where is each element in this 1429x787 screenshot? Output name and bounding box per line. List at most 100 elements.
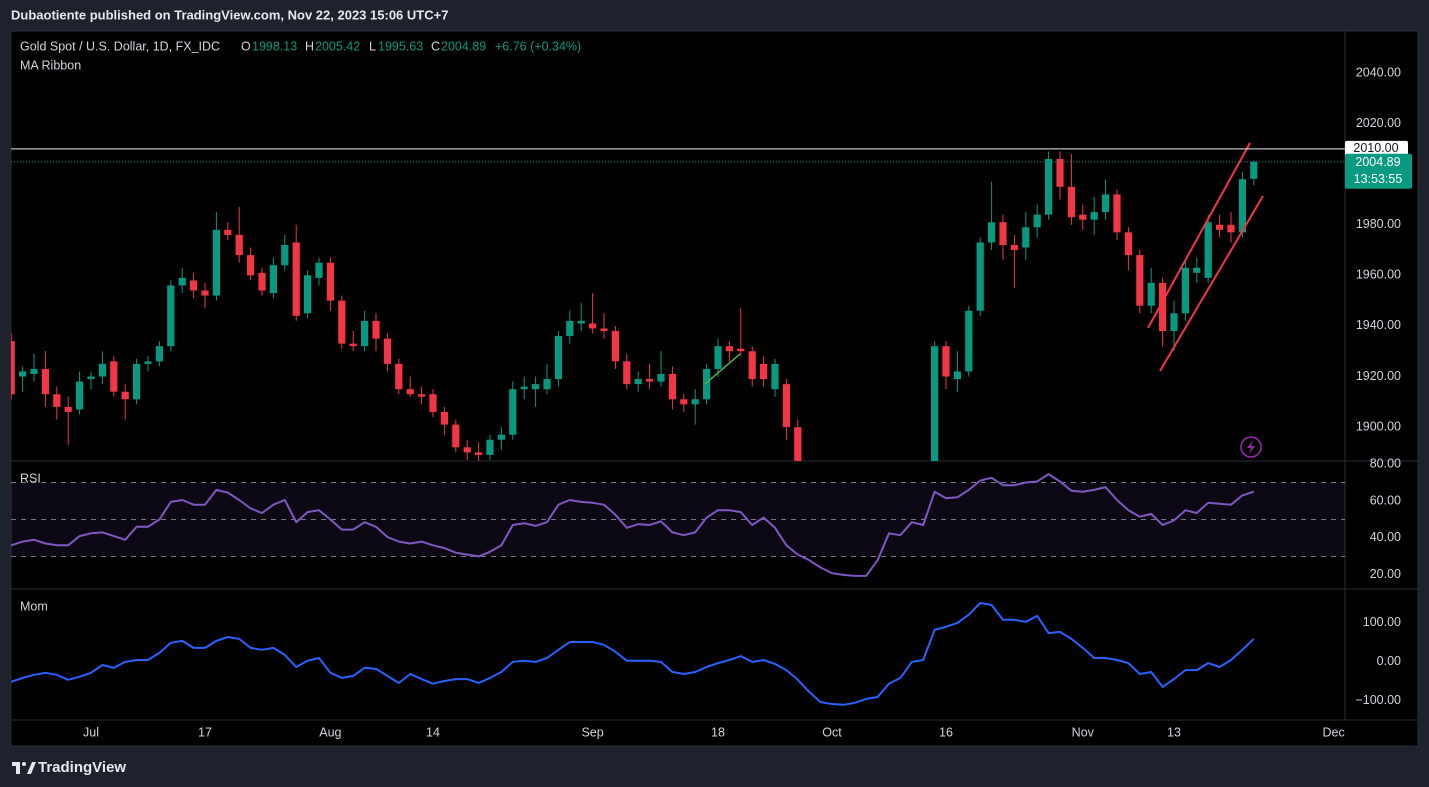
candle-body xyxy=(1170,313,1178,331)
candle-body xyxy=(703,368,711,400)
candle-body xyxy=(235,234,243,256)
trend-line xyxy=(704,353,741,385)
legend-label: O xyxy=(241,39,251,53)
candle-body xyxy=(178,277,186,286)
alert-bolt[interactable] xyxy=(1247,440,1255,454)
candle-body xyxy=(497,434,505,440)
x-tick-label: Nov xyxy=(1072,725,1095,739)
y-tick-label: 1960.00 xyxy=(1356,268,1401,282)
candle-body xyxy=(76,381,84,410)
indicator-name[interactable]: RSI xyxy=(20,471,41,485)
candle-body xyxy=(98,363,106,377)
candle-body xyxy=(760,363,768,380)
candle-body xyxy=(452,424,460,448)
price-label-box xyxy=(1345,153,1412,189)
candle-body xyxy=(589,323,597,329)
candle-body xyxy=(611,330,619,362)
candle-body xyxy=(406,389,414,395)
candle-body xyxy=(30,368,38,374)
candle-body xyxy=(953,371,961,380)
candle-body xyxy=(1193,267,1201,273)
last-price-label: 2004.89 xyxy=(1355,155,1400,169)
legend-value: 1998.13 xyxy=(252,39,297,53)
candle-body xyxy=(1216,224,1224,230)
y-tick-label: 2040.00 xyxy=(1356,65,1401,79)
candle-body xyxy=(782,384,790,428)
candle-body xyxy=(383,338,391,364)
candle-body xyxy=(1204,222,1212,278)
candle-body xyxy=(429,394,437,412)
candle-body xyxy=(326,262,334,301)
indicator-line xyxy=(11,602,1255,706)
candle-body xyxy=(680,399,688,405)
candle-body xyxy=(554,336,562,380)
candle-body xyxy=(361,320,369,347)
candle-body xyxy=(258,272,266,291)
candle-body xyxy=(53,394,61,407)
y-tick-label: −100.00 xyxy=(1355,693,1401,707)
alert-circle[interactable] xyxy=(1240,436,1262,458)
candle-body xyxy=(1113,194,1121,233)
candle-body xyxy=(725,346,733,352)
bar-countdown: 13:53:55 xyxy=(1354,172,1403,186)
logo-mark[interactable] xyxy=(12,762,20,774)
candle-body xyxy=(714,346,722,369)
legend-value: 2005.42 xyxy=(315,39,360,53)
candle-body xyxy=(1159,282,1167,331)
x-tick-label: 18 xyxy=(711,725,725,739)
candle-body xyxy=(395,363,403,390)
y-tick-label: 40.00 xyxy=(1370,530,1401,544)
logo-mark[interactable] xyxy=(22,762,26,766)
candle-body xyxy=(1250,161,1258,179)
trend-line xyxy=(1159,195,1264,372)
candle-body xyxy=(623,361,631,385)
alert-icon[interactable] xyxy=(1240,436,1262,458)
y-tick-label: 1920.00 xyxy=(1356,369,1401,383)
brand-name[interactable]: TradingView xyxy=(38,759,126,776)
candle-body xyxy=(988,222,996,243)
candle-body xyxy=(486,439,494,455)
legend-label: C xyxy=(431,39,440,53)
candle-body xyxy=(1181,267,1189,314)
candle-body xyxy=(1147,282,1155,306)
candle-body xyxy=(41,368,49,395)
candle-body xyxy=(372,320,380,339)
indicator-name[interactable]: MA Ribbon xyxy=(20,58,81,72)
candle-body xyxy=(167,285,175,347)
candle-body xyxy=(133,363,141,400)
candle-body xyxy=(509,389,517,435)
candle-body xyxy=(634,379,642,385)
publisher-line: Dubaotiente published on TradingView.com… xyxy=(11,7,448,22)
indicator-name[interactable]: Mom xyxy=(20,599,48,613)
x-tick-label: 16 xyxy=(939,725,953,739)
candle-body xyxy=(1079,214,1087,220)
candle-body xyxy=(281,244,289,266)
candle-body xyxy=(942,346,950,377)
candle-body xyxy=(794,427,802,461)
candle-body xyxy=(19,371,27,377)
candle-body xyxy=(269,265,277,294)
candle-body xyxy=(418,394,426,397)
candle-body xyxy=(1136,255,1144,306)
y-tick-label: 1900.00 xyxy=(1356,419,1401,433)
candle-body xyxy=(304,275,312,314)
candle-body xyxy=(110,361,118,392)
mom-pane xyxy=(11,602,1255,706)
trend-line xyxy=(1147,142,1251,329)
candle-body xyxy=(144,361,152,364)
candle-body xyxy=(1056,158,1064,187)
candle-body xyxy=(999,222,1007,245)
candle-body xyxy=(520,386,528,390)
candle-body xyxy=(315,262,323,278)
candle-body xyxy=(646,379,654,382)
candle-body xyxy=(1010,244,1018,251)
candle-body xyxy=(600,328,608,331)
logo-mark[interactable] xyxy=(27,762,36,774)
brand-logo[interactable] xyxy=(12,762,36,774)
y-tick-label: 2020.00 xyxy=(1356,116,1401,130)
candle-body xyxy=(349,343,357,347)
candle-body xyxy=(577,320,585,324)
hline-label: 2010.00 xyxy=(1353,141,1398,155)
candle-body xyxy=(292,242,300,316)
legend-value: 1995.63 xyxy=(378,39,423,53)
